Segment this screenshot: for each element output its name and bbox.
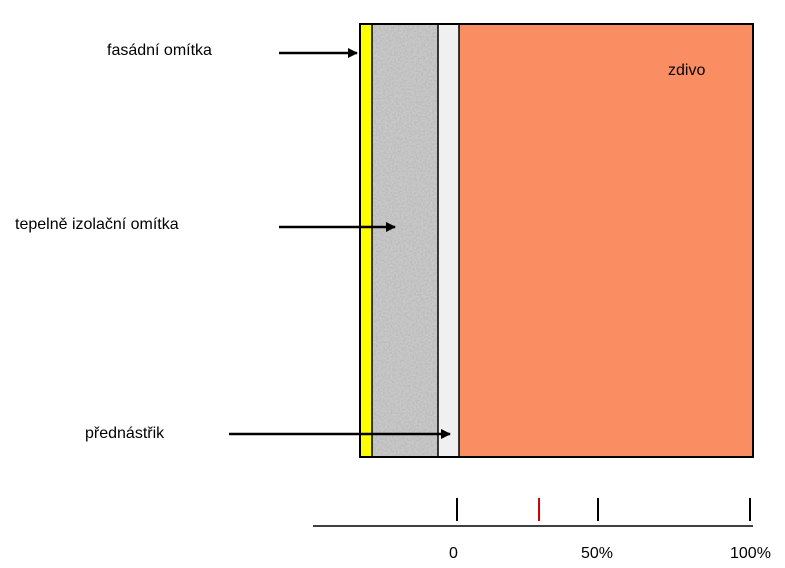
insulating-plaster-texture <box>372 24 438 457</box>
prespray-layer <box>438 24 459 457</box>
label-facade-plaster: fasádní omítka <box>107 42 212 59</box>
label-insulating-plaster: tepelně izolační omítka <box>15 216 179 233</box>
label-masonry: zdivo <box>668 62 706 79</box>
scale-label-100: 100% <box>730 545 771 562</box>
scale-label-0: 0 <box>449 545 458 562</box>
label-prespray: přednástřik <box>85 425 165 442</box>
scale-label-50: 50% <box>581 545 614 562</box>
section-outline <box>359 23 754 458</box>
facade-plaster-layer <box>360 24 372 457</box>
masonry-layer <box>459 24 753 457</box>
